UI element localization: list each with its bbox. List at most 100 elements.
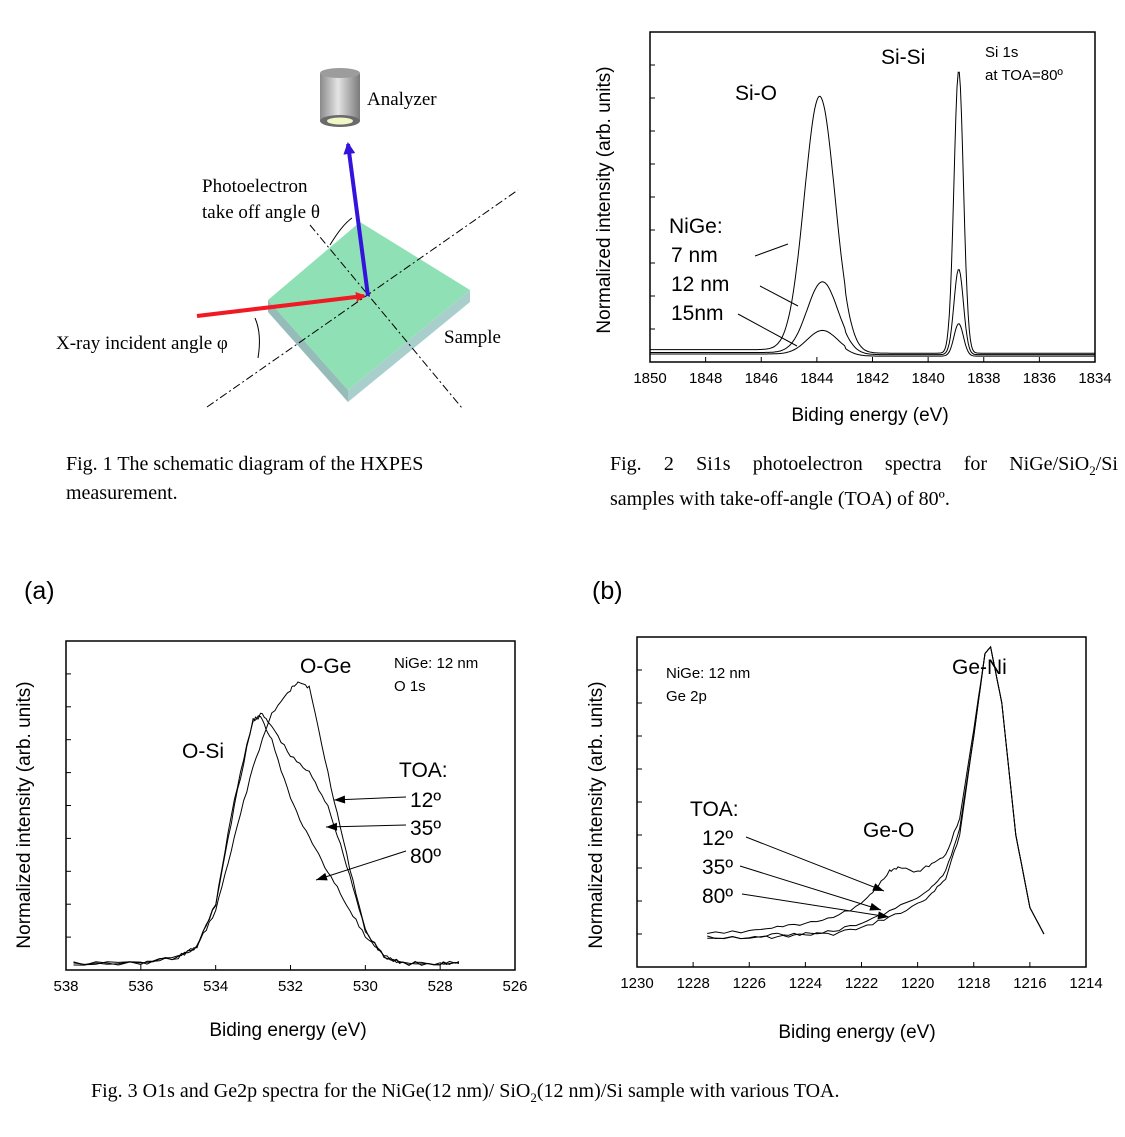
fig3a-12-label: 12º [410,789,441,812]
fig3a-80-arrow-head [316,872,328,881]
fig3a-info-line2: O 1s [394,678,426,695]
fig1-caption-line1: Fig. 1 The schematic diagram of the HXPE… [66,453,424,475]
fig3b-chart: 1230 1228 1226 1224 1222 1220 1218 1216 1214 Bidi… [586,636,1103,1043]
fig3-caption: Fig. 3 O1s and Ge2p spectra for the NiGe… [91,1077,1091,1112]
fig3b-12-arrow [745,836,885,892]
phi-arc [254,317,260,359]
fig3a-xtick-label: 530 [353,978,378,995]
sample-front [348,290,470,402]
fig3a-toa-label: TOA: [399,759,448,782]
fig3b-xtick-label: 1226 [733,975,766,992]
fig3a-series-3 [73,715,460,966]
fig3b-series-1 [707,645,1045,935]
fig2-12nm-label: 12 nm [671,273,729,296]
fig3a-12-arrow-head [334,795,346,804]
fig3a-xtick-label: 526 [502,978,527,995]
fig3b-35-label: 35º [702,856,733,879]
fig3b-xtick-label: 1224 [789,975,822,992]
fig3b-35-arrow [739,865,882,911]
fig3b-geo-label: Ge-O [863,819,914,842]
fig2-xlabel: Biding energy (eV) [791,405,948,426]
fig2-info-line1: Si 1s [985,44,1018,61]
fig3b-80-arrow [741,893,890,918]
fig3b-35-arrow-head [869,902,881,911]
takeoff-angle-label: take off angle θ [202,202,320,223]
surface-axis-line [206,189,519,408]
fig2-xtick-label: 1844 [800,370,833,387]
fig2-xtick-label: 1834 [1078,370,1111,387]
fig3a-12-arrow [333,796,407,801]
fig2-12nm-leader [759,285,799,307]
fig3b-12-label: 12º [702,827,733,850]
normal-axis-line [309,224,463,409]
fig2-caption-line2: samples with take-off-angle (TOA) of 80º… [610,488,950,510]
fig2-xtick-label: 1838 [967,370,1000,387]
theta-arc [329,217,353,246]
fig3a-xlabel: Biding energy (eV) [209,1020,366,1041]
fig3b-info-line2: Ge 2p [666,688,707,705]
sample-top [268,222,470,390]
fig2-series-3 [650,323,1095,357]
fig3b-ylabel: Normalized intensity (arb. units) [586,681,607,948]
fig3-caption-sub: 2 [530,1090,537,1105]
fig2-info-line2: at TOA=80º [985,67,1063,84]
fig2-caption-a: Fig. 2 Si1s photoelectron spectra for Ni… [610,453,1090,475]
fig3a-xtick-label: 534 [203,978,228,995]
fig2-caption-line1: Fig. 2 Si1s photoelectron spectra for Ni… [610,450,1118,485]
fig2-series-2 [650,269,1095,356]
fig3b-xtick-label: 1218 [957,975,990,992]
fig3a-xtick-label: 528 [428,978,453,995]
fig3b-series-2 [707,645,1045,940]
fig3a-series-1 [73,681,460,966]
fig3a-info-line1: NiGe: 12 nm [394,655,478,672]
fig2-caption-b: /Si [1095,453,1118,475]
fig3-caption-a: Fig. 3 O1s and Ge2p spectra for the NiGe… [91,1080,531,1102]
fig3b-xtick-label: 1214 [1069,975,1102,992]
fig3a-ylabel: Normalized intensity (arb. units) [14,681,35,948]
fig1-caption: Fig. 1 The schematic diagram of the HXPE… [66,450,546,508]
fig3-caption-b: (12 nm)/Si sample with various TOA. [536,1080,840,1102]
fig1-schematic: Analyzer Photoelectron take off angle θ … [56,68,519,409]
fig3a-80-arrow [315,850,407,881]
fig3b-80-arrow-head [877,911,889,920]
fig2-7nm-label: 7 nm [671,244,718,267]
xray-label: X-ray incident angle φ [56,333,228,354]
fig2-nige-label: NiGe: [669,215,723,238]
fig2-sio-label: Si-O [735,82,777,105]
fig2-7nm-leader [754,243,789,257]
fig2-ylabel: Normalized intensity (arb. units) [594,66,615,333]
fig3b-12-arrow-head [872,883,884,891]
sample-label: Sample [444,327,501,348]
fig2-caption: Fig. 2 Si1s photoelectron spectra for Ni… [610,450,1118,514]
panel-b-letter: (b) [592,577,623,605]
fig3b-80-label: 80º [702,885,733,908]
fig3a-xtick-label: 532 [278,978,303,995]
fig3b-geni-label: Ge-Ni [952,656,1007,679]
fig3a-series-2 [73,712,459,966]
fig2-xtick-label: 1846 [745,370,778,387]
fig3b-xlabel: Biding energy (eV) [778,1022,935,1043]
fig2-xtick-label: 1840 [911,370,944,387]
fig3b-info-line1: NiGe: 12 nm [666,665,750,682]
fig3a-35-label: 35º [410,817,441,840]
fig3b-xtick-label: 1230 [620,975,653,992]
fig3a-80-label: 80º [410,845,441,868]
fig2-sisi-label: Si-Si [881,46,925,69]
fig3a-35-arrow-head [326,822,338,831]
fig2-chart: 1850 1848 1846 1844 1842 1840 1838 1836 1834 Bidi… [594,31,1112,426]
fig2-caption-sub: 2 [1089,463,1096,478]
photoelectron-arrow [343,142,370,297]
analyzer-icon [320,68,360,127]
photoelectron-label: Photoelectron [202,176,308,197]
fig1-caption-line2: measurement. [66,482,178,504]
xray-arrow [196,291,366,318]
fig2-xtick-label: 1848 [689,370,722,387]
fig2-series-1 [650,71,1095,354]
fig2-15nm-leader [737,313,798,347]
fig2-xtick-label: 1850 [633,370,666,387]
fig3b-xtick-label: 1216 [1013,975,1046,992]
fig3b-toa-label: TOA: [690,798,739,821]
fig3b-series-3 [707,645,1045,940]
fig3b-xtick-label: 1222 [845,975,878,992]
